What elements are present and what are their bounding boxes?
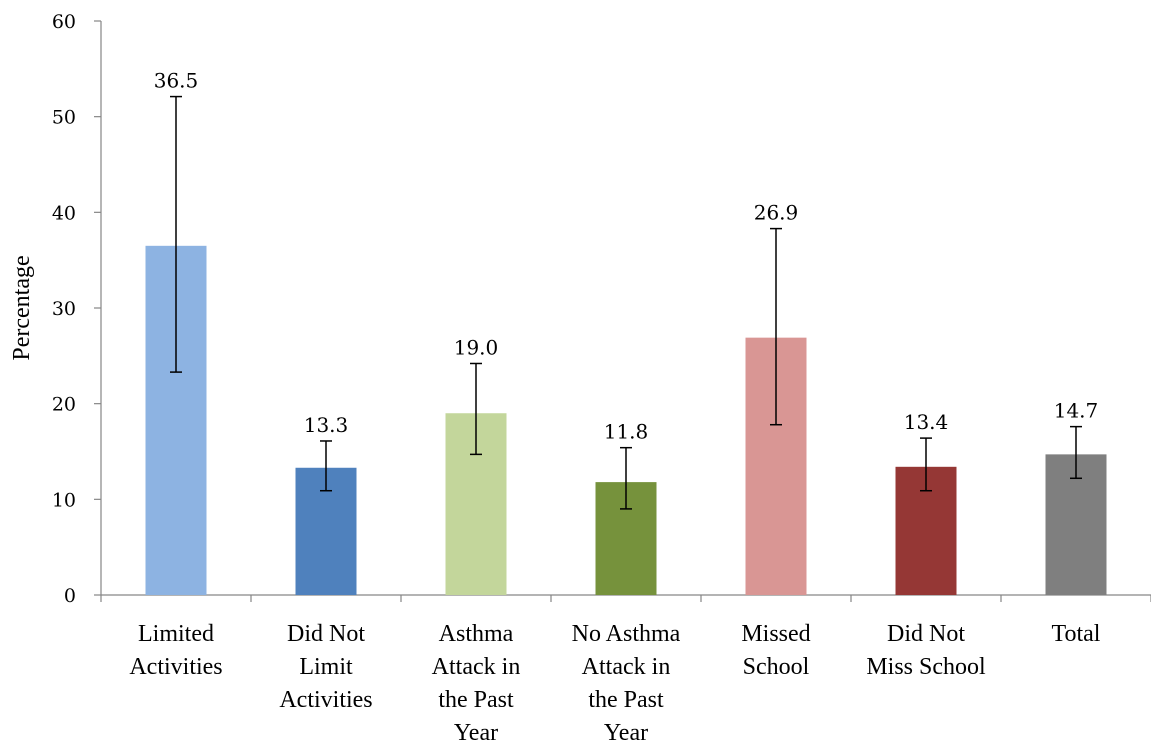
- y-tick-label: 20: [52, 394, 76, 416]
- x-tick-label: Did Not Limit Activities: [279, 621, 372, 713]
- x-tick-label-line: Did Not: [287, 621, 365, 647]
- x-tick-label-line: Asthma: [439, 621, 514, 647]
- x-tick-label-line: Missed: [741, 621, 810, 647]
- x-tick-label: Asthma Attack in the Past Year: [432, 621, 521, 746]
- x-axis-category-labels: Limited Activities Did Not Limit Activities A…: [129, 621, 1100, 746]
- y-tick-label: 0: [64, 585, 76, 607]
- x-tick-label-line: Activities: [279, 687, 372, 713]
- x-tick-label-line: the Past: [588, 687, 664, 713]
- y-axis-title-group: Percentage: [9, 255, 35, 360]
- data-label: 13.3: [304, 413, 349, 437]
- x-tick-label-line: Attack in: [432, 654, 521, 680]
- y-tick-label: 50: [52, 107, 76, 129]
- data-labels: 36.5 13.3 19.0 11.8 26.9 13.4 14.7: [154, 69, 1099, 444]
- data-label: 26.9: [754, 201, 799, 225]
- x-tick-label: Total: [1052, 621, 1101, 647]
- x-tick-label-line: Activities: [129, 654, 222, 680]
- y-tick-label: 40: [52, 202, 76, 224]
- x-tick-label-line: Year: [604, 720, 648, 746]
- y-tick-label: 10: [52, 489, 76, 511]
- y-axis-ticks: 0 10 20 30 40 50 60: [52, 11, 101, 607]
- data-label: 11.8: [604, 420, 649, 444]
- y-axis-title: Percentage: [9, 255, 35, 360]
- x-tick-label-line: Limit: [299, 654, 353, 680]
- error-bars: [170, 95, 1082, 510]
- x-tick-label-line: Total: [1052, 621, 1101, 647]
- data-label: 19.0: [454, 335, 499, 359]
- x-tick-label: Missed School: [741, 621, 810, 680]
- x-tick-label-line: Limited: [138, 621, 214, 647]
- bars: [145, 245, 1107, 596]
- data-label: 13.4: [904, 410, 949, 434]
- y-tick-label: 30: [52, 298, 76, 320]
- x-tick-label-line: School: [743, 654, 810, 680]
- x-tick-label-line: Attack in: [582, 654, 671, 680]
- y-tick-label: 60: [52, 11, 76, 33]
- x-tick-label-line: No Asthma: [572, 621, 681, 647]
- x-tick-label-line: Year: [454, 720, 498, 746]
- x-tick-label-line: the Past: [438, 687, 514, 713]
- x-tick-label: Limited Activities: [129, 621, 222, 680]
- data-label: 36.5: [154, 69, 199, 93]
- x-tick-label-line: Miss School: [866, 654, 986, 680]
- x-tick-label: No Asthma Attack in the Past Year: [572, 621, 681, 746]
- data-label: 14.7: [1054, 399, 1099, 423]
- x-tick-label: Did Not Miss School: [866, 621, 986, 680]
- x-tick-label-line: Did Not: [887, 621, 965, 647]
